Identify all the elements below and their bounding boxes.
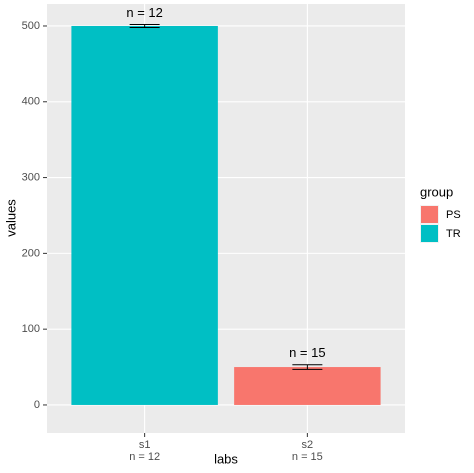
legend-key — [421, 225, 438, 242]
y-tick-label: 400 — [22, 96, 40, 108]
y-tick-label: 300 — [22, 171, 40, 183]
error-bar — [292, 364, 323, 370]
x-tick-sublabel: n = 15 — [292, 451, 323, 463]
x-tick-label: s2 — [302, 439, 314, 451]
y-tick-label: 100 — [22, 323, 40, 335]
legend-key — [421, 206, 438, 223]
legend-title: group — [420, 184, 453, 199]
y-axis-title: values — [3, 199, 18, 237]
legend-label: PS — [446, 209, 461, 221]
count-label: n = 15 — [289, 345, 326, 360]
bar — [71, 25, 218, 405]
y-tick-label: 200 — [22, 247, 40, 259]
x-tick-sublabel: n = 12 — [129, 451, 160, 463]
x-tick-label: s1 — [139, 439, 151, 451]
y-tick-label: 0 — [34, 399, 40, 411]
x-axis-title: labs — [214, 451, 238, 466]
y-tick-label: 500 — [22, 20, 40, 32]
count-label: n = 12 — [126, 5, 163, 20]
bar — [234, 367, 381, 405]
error-bar — [129, 23, 160, 28]
legend-label: TR — [446, 228, 461, 240]
